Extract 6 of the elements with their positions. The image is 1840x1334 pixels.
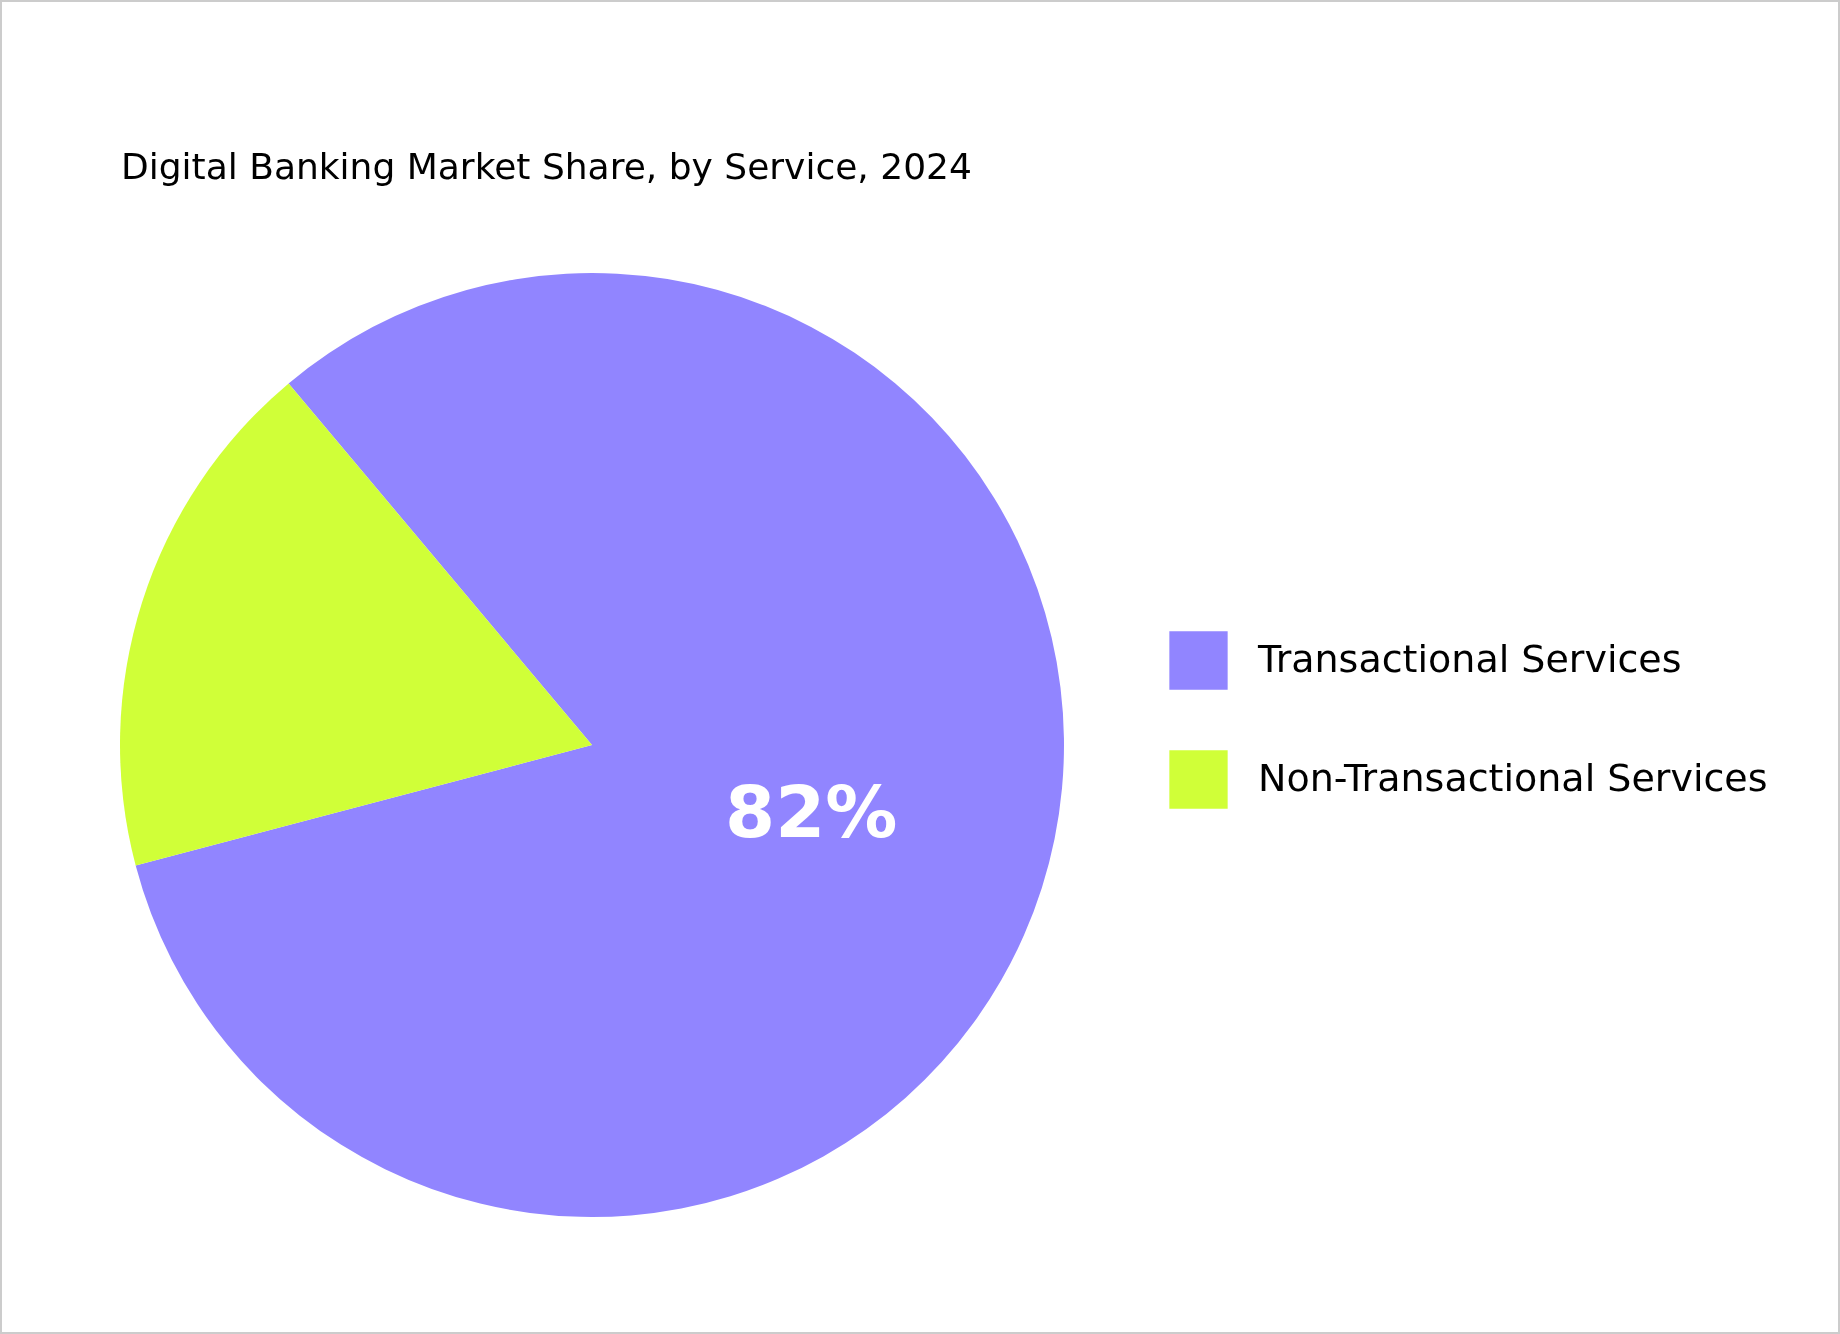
legend-label: Non-Transactional Services bbox=[1258, 755, 1768, 800]
pie-slice bbox=[135, 273, 1064, 1217]
chart-title: Digital Banking Market Share, by Service, 2024 bbox=[121, 146, 972, 187]
data-label: 82% bbox=[725, 769, 898, 854]
pie-slice bbox=[120, 383, 592, 866]
legend-label: Transactional Services bbox=[1257, 636, 1682, 681]
